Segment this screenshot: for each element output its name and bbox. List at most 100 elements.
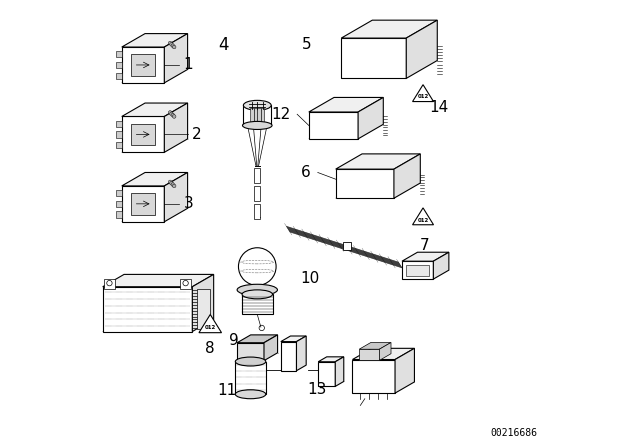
Text: 7: 7 — [420, 238, 429, 253]
FancyBboxPatch shape — [131, 193, 155, 215]
Polygon shape — [394, 154, 420, 198]
Bar — [253, 108, 257, 125]
Polygon shape — [309, 98, 383, 112]
FancyBboxPatch shape — [131, 124, 155, 145]
Polygon shape — [164, 34, 188, 83]
Polygon shape — [103, 287, 193, 332]
Ellipse shape — [243, 100, 271, 110]
Polygon shape — [406, 20, 437, 78]
Polygon shape — [335, 357, 344, 386]
Ellipse shape — [237, 284, 278, 296]
Bar — [342, 242, 351, 250]
Circle shape — [170, 43, 173, 46]
Bar — [254, 168, 260, 183]
Polygon shape — [353, 359, 395, 393]
Circle shape — [107, 280, 112, 286]
Bar — [104, 279, 115, 289]
Circle shape — [170, 181, 173, 185]
Bar — [116, 190, 122, 196]
Text: 012: 012 — [417, 218, 429, 223]
Polygon shape — [380, 342, 391, 360]
Polygon shape — [358, 98, 383, 139]
Polygon shape — [341, 38, 406, 78]
Circle shape — [171, 44, 175, 47]
Circle shape — [170, 112, 173, 116]
Text: 6: 6 — [301, 165, 311, 180]
Polygon shape — [402, 252, 449, 261]
Text: 13: 13 — [307, 382, 326, 397]
Circle shape — [172, 45, 176, 49]
Ellipse shape — [243, 121, 272, 129]
Text: 12: 12 — [271, 107, 291, 122]
Ellipse shape — [236, 390, 266, 399]
Text: 00216686: 00216686 — [490, 428, 538, 438]
Bar — [261, 108, 264, 125]
Polygon shape — [318, 357, 344, 362]
Bar — [116, 142, 122, 148]
Ellipse shape — [236, 357, 266, 366]
Text: 012: 012 — [205, 325, 216, 330]
Ellipse shape — [242, 290, 273, 299]
Circle shape — [171, 183, 175, 186]
Circle shape — [171, 113, 175, 117]
Circle shape — [172, 115, 176, 118]
Polygon shape — [335, 169, 394, 198]
Polygon shape — [264, 335, 278, 361]
Circle shape — [172, 184, 176, 188]
Bar — [243, 105, 271, 125]
Polygon shape — [359, 349, 380, 360]
Bar — [254, 186, 260, 201]
Text: 3: 3 — [184, 196, 193, 211]
Bar — [116, 121, 122, 127]
Polygon shape — [433, 252, 449, 279]
Polygon shape — [281, 341, 296, 371]
Text: 1: 1 — [184, 57, 193, 73]
Polygon shape — [122, 103, 188, 116]
Polygon shape — [164, 103, 188, 152]
Polygon shape — [122, 186, 164, 222]
Polygon shape — [413, 85, 433, 102]
Circle shape — [239, 248, 276, 285]
Bar — [116, 211, 122, 218]
Circle shape — [168, 180, 172, 184]
Polygon shape — [122, 34, 188, 47]
Bar — [242, 294, 273, 314]
Text: 9: 9 — [228, 333, 239, 348]
Bar — [116, 62, 122, 68]
Polygon shape — [402, 261, 433, 279]
Bar — [116, 201, 122, 207]
Circle shape — [168, 111, 172, 114]
Text: 012: 012 — [417, 95, 429, 99]
Bar — [250, 108, 253, 125]
Polygon shape — [122, 172, 188, 186]
Polygon shape — [413, 208, 433, 225]
Polygon shape — [122, 116, 164, 152]
Polygon shape — [335, 154, 420, 169]
Polygon shape — [281, 336, 306, 341]
Text: 11: 11 — [218, 383, 237, 398]
Polygon shape — [309, 112, 358, 139]
Polygon shape — [341, 20, 437, 38]
Bar — [116, 131, 122, 138]
Bar — [197, 289, 210, 329]
Bar — [116, 51, 122, 57]
Polygon shape — [237, 343, 264, 361]
Text: 4: 4 — [218, 36, 228, 54]
Bar — [254, 204, 260, 219]
Text: 2: 2 — [192, 127, 202, 142]
Bar — [257, 108, 261, 125]
Polygon shape — [296, 336, 306, 371]
Polygon shape — [359, 342, 391, 349]
Polygon shape — [199, 314, 221, 333]
Polygon shape — [193, 274, 214, 332]
Polygon shape — [103, 274, 214, 287]
Text: 14: 14 — [430, 100, 449, 115]
FancyBboxPatch shape — [131, 54, 155, 76]
Text: 8: 8 — [205, 341, 214, 356]
Bar — [406, 265, 429, 276]
Text: 10: 10 — [300, 271, 319, 286]
Polygon shape — [164, 172, 188, 222]
Polygon shape — [237, 335, 278, 343]
Polygon shape — [122, 47, 164, 83]
Polygon shape — [318, 362, 335, 386]
